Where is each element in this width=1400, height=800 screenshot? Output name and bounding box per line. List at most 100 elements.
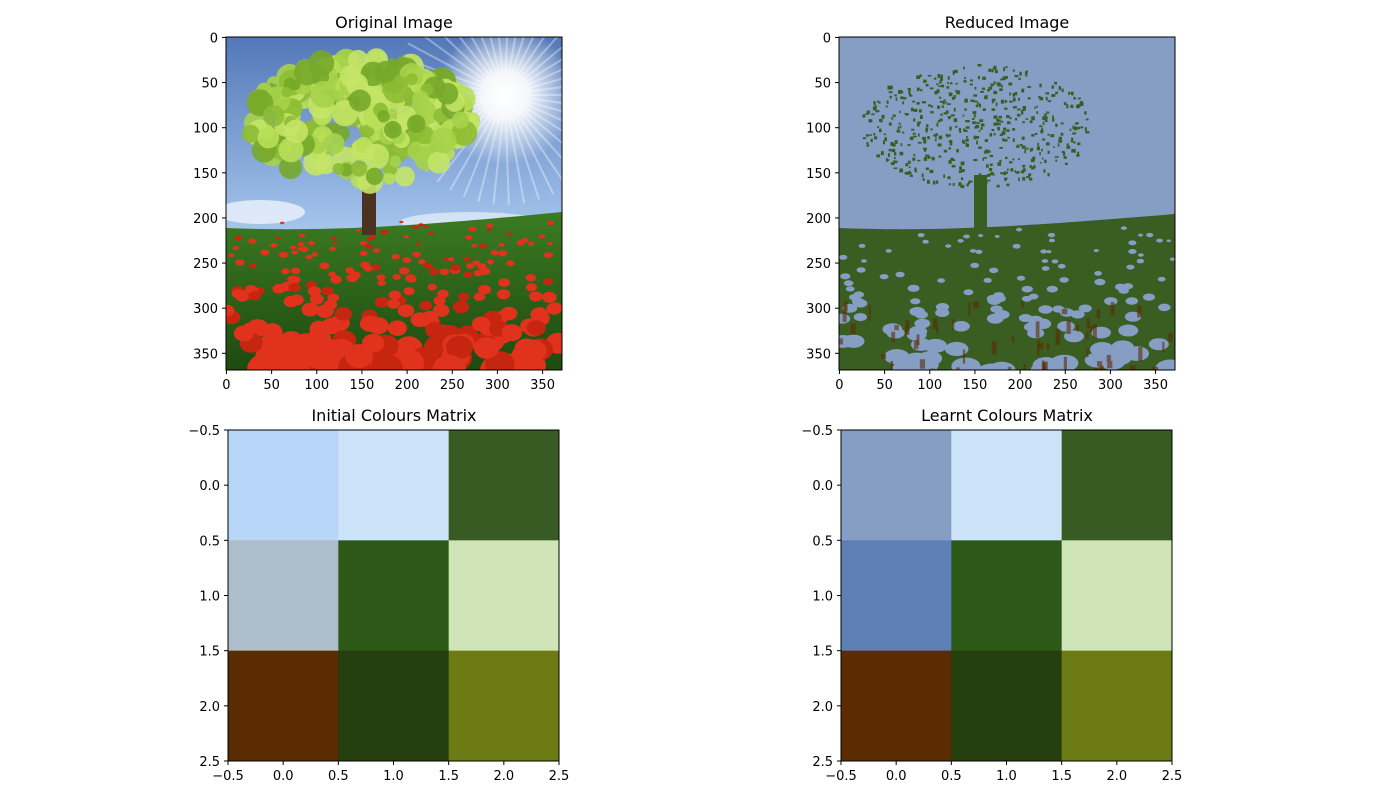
tree-speckle: [948, 134, 951, 137]
tree-speckle: [991, 98, 996, 102]
leaf-cluster: [303, 149, 330, 176]
poppy-blob: [879, 273, 889, 280]
tree-speckle: [1020, 170, 1025, 174]
tree-speckle: [1054, 156, 1059, 158]
tree-speckle: [991, 100, 994, 104]
poppy-blob: [1146, 232, 1154, 238]
tree-speckle: [1051, 85, 1054, 89]
y-tick-label: 250: [806, 257, 831, 272]
tree-speckle: [894, 140, 898, 144]
matrix-cells-learnt: [841, 430, 1173, 762]
tree-speckle: [911, 128, 915, 131]
x-tick-label: 0.0: [273, 769, 294, 784]
tree-speckle: [921, 173, 924, 178]
poppy-blob: [993, 292, 1005, 299]
tree-speckle: [985, 149, 990, 154]
poppy: [233, 325, 254, 342]
tree-speckle: [913, 153, 916, 157]
x-tick-label: 200: [395, 378, 420, 393]
brown-speckle: [929, 368, 936, 370]
poppy-blob: [1051, 259, 1059, 264]
leaf-cluster: [241, 124, 260, 143]
poppy: [392, 274, 401, 280]
tree-speckle: [1066, 145, 1071, 149]
poppy-blob: [1012, 243, 1021, 249]
matrix-cells-initial: [228, 430, 560, 762]
brown-speckle: [973, 301, 980, 309]
poppy-blob: [914, 310, 928, 319]
tree-speckle: [1066, 143, 1069, 146]
tree-speckle: [1052, 115, 1054, 119]
poppy-blob: [839, 254, 848, 260]
tree-speckle: [934, 139, 937, 142]
tree-speckle: [1058, 86, 1062, 91]
tree-speckle: [897, 126, 900, 130]
tree-speckle: [1084, 111, 1087, 115]
tree-speckle: [1012, 158, 1015, 161]
brown-speckle: [913, 340, 919, 349]
leaf-cluster: [257, 126, 280, 149]
brown-speckle: [1137, 305, 1142, 318]
poppy-blob: [1118, 287, 1130, 294]
tree-speckle: [1072, 125, 1075, 129]
tree-speckle: [974, 86, 977, 90]
tree-speckle: [1022, 176, 1026, 181]
brown-speckle: [1110, 302, 1115, 316]
poppy: [303, 342, 333, 369]
leaf-cluster: [384, 120, 402, 139]
brown-speckle: [1063, 356, 1067, 370]
tree-speckle: [973, 94, 978, 97]
y-tick-label: 350: [806, 347, 831, 362]
poppy: [359, 250, 368, 256]
poppy: [465, 235, 473, 240]
poppy-blob: [853, 313, 867, 322]
tree-speckle: [916, 102, 920, 105]
tree-speckle: [985, 95, 988, 99]
poppy: [397, 304, 415, 318]
tree-speckle: [937, 105, 940, 109]
tree-speckle: [965, 126, 970, 129]
tree-speckle: [976, 101, 979, 106]
brown-speckle: [850, 323, 856, 335]
poppy-blob: [957, 238, 964, 243]
tree-speckle: [1014, 170, 1016, 173]
tree-speckle: [1031, 116, 1035, 121]
tree-speckle: [990, 171, 994, 176]
tree-speckle: [950, 157, 954, 161]
tree-speckle: [1012, 92, 1016, 97]
tree-speckle: [929, 169, 934, 174]
tree-speckle: [873, 101, 876, 105]
tree-speckle: [875, 110, 878, 113]
y-tick-label: −0.5: [188, 424, 220, 439]
poppy: [463, 256, 471, 262]
tree-speckle: [866, 110, 870, 114]
y-tick-label: 50: [201, 77, 218, 92]
poppy-blob: [1038, 305, 1053, 314]
poppy: [428, 231, 434, 235]
tree-speckle: [941, 105, 944, 108]
tree-speckle: [942, 100, 945, 105]
tree-speckle: [887, 85, 892, 90]
poppy: [527, 241, 534, 246]
tree-speckle: [1012, 69, 1015, 72]
poppy-blob: [1169, 257, 1175, 261]
poppy: [355, 228, 361, 232]
panel-title-initial: Initial Colours Matrix: [311, 406, 476, 425]
tree-speckle: [932, 180, 936, 185]
tree-speckle: [1044, 113, 1047, 116]
poppy-blob: [977, 363, 1007, 370]
tree-speckle: [977, 63, 982, 67]
tree-speckle: [893, 160, 895, 165]
tree-speckle: [978, 146, 982, 149]
tree-speckle: [1016, 113, 1021, 117]
x-tick-label: 50: [263, 378, 280, 393]
tree-speckle: [959, 130, 962, 133]
poppy-blob: [1137, 253, 1144, 257]
tree-speckle: [877, 110, 880, 113]
tree-speckle: [1039, 96, 1044, 101]
x-tick-label: 150: [963, 378, 988, 393]
tree-speckle: [965, 138, 969, 142]
tree-speckle: [992, 173, 995, 176]
tree-speckle: [892, 114, 896, 117]
leaf-cluster: [347, 49, 369, 71]
